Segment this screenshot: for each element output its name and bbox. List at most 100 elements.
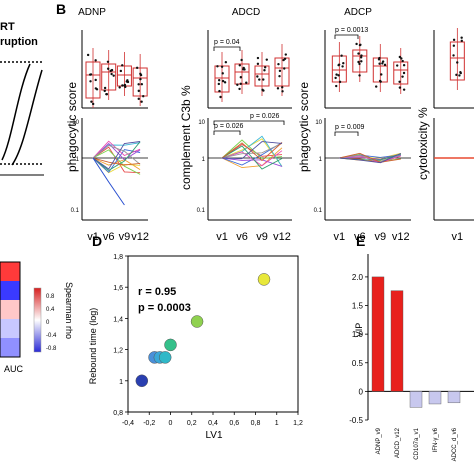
colorbar-tick: 0.8 [46,294,55,300]
box-point [109,69,112,73]
box-point [452,44,456,47]
x-tick-label: v6 [103,231,115,243]
box-point [383,63,387,67]
box-point [224,61,228,64]
adcd-ylabel: complement C3b % [179,85,193,190]
box-point [221,79,225,83]
adcd-title: ADCD [232,7,260,18]
log-tick-label: 1 [76,157,80,163]
log-tick-label: 10 [315,120,322,126]
significance-bracket [334,34,359,39]
spaghetti-line [339,152,401,163]
box-point [258,78,261,81]
box-point [89,80,92,83]
box-point [281,90,284,93]
significance-label: p = 0.009 [335,124,364,131]
box [352,49,368,73]
box-point [401,75,404,78]
x-tick-label: v12 [273,231,291,243]
significance-bracket [213,130,241,135]
box [101,63,117,91]
significance-bracket [213,46,241,51]
panel-e-bars: 2.0 1.5 1.0 0.5 0 -0.5 ADNP_v9 ADCD_v12 CD107a_v… [349,254,474,461]
box-point [139,77,142,81]
heatmap-cell [0,262,20,281]
box [132,67,148,97]
box-point [94,59,97,62]
log-tick-label: 0.1 [71,208,80,214]
box-point [217,82,221,86]
correlation-r: r = 0.95 [138,286,176,298]
box-point [236,83,239,86]
scatter-ylabel: Rebound time (log) [88,308,98,385]
box-point [94,87,98,90]
box-point [265,58,268,61]
heatmap-x-label: AUC [4,364,24,374]
vip-bar [390,290,404,392]
y-tick-label: 0.5 [352,359,364,368]
y-tick-label: 0 [359,387,364,396]
heatmap-cell [0,281,20,300]
box-point [337,63,340,67]
box-point [396,64,399,67]
box-point [338,80,342,84]
y-tick-label: 1,6 [113,285,123,292]
box-point [359,43,362,47]
box-point [121,64,124,67]
box-point [359,56,363,59]
box-point [126,80,130,84]
x-tick-label: v6 [236,231,248,243]
vip-bar [409,391,423,408]
x-tick-label: v6 [354,231,366,243]
spaghetti-line [221,147,283,169]
box-point [137,83,140,86]
box-point [452,38,456,42]
box-point [94,78,97,82]
y-tick-label: 2.0 [352,273,364,282]
x-tick-label: -0,2 [143,420,155,427]
y-tick-label: 0,8 [113,410,123,417]
box-point [358,62,361,66]
box-point [220,65,224,68]
scatter-xlabel: LV1 [205,430,222,441]
box-point [402,71,406,75]
box-point [137,89,140,93]
x-tick-label: 1 [275,420,279,427]
box-point [460,36,463,39]
adcp-title: ADCP [344,7,372,18]
box-point [278,69,282,73]
box-point [380,73,383,76]
cytotox-ylabel: cytotoxicity % [416,107,430,180]
spaghetti-line [92,141,141,171]
box-point [103,89,106,93]
box-point [216,65,219,68]
heatmap-border [0,261,21,358]
significance-bracket [213,120,285,125]
box-point [221,72,224,75]
panel-a-fragment: RT ruption [0,21,44,176]
colorbar [33,287,42,353]
box-point [378,79,382,83]
category-label: ADCC_d_v6 [452,427,458,461]
scatter-point [158,351,172,364]
log-tick-label: 1 [319,157,323,163]
box-point [460,39,463,43]
box-point [341,65,344,68]
adcp-ylabel: phagocytic score [297,82,311,172]
box-point [105,92,109,96]
y-tick-label: 1,4 [113,316,123,323]
box-point [283,67,286,70]
box-point [106,60,110,63]
box-point [110,72,113,76]
y-tick-label: -0.5 [349,416,363,425]
x-tick-label: v1 [87,231,99,243]
box-point [378,62,381,65]
box-point [256,75,259,78]
x-tick-label: 0,6 [229,420,239,427]
colorbar-tick: 0.4 [46,307,55,313]
significance-label: p = 0.026 [214,123,243,130]
box-point [284,53,287,56]
box-point [334,76,337,80]
box-point [121,84,124,87]
x-tick-label: v9 [119,231,131,243]
